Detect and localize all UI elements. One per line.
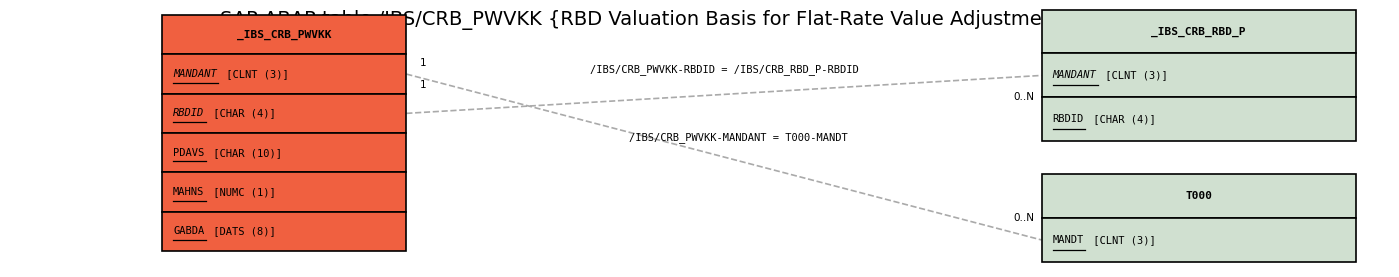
Text: MANDT: MANDT <box>1052 235 1084 245</box>
Bar <box>162 54 406 94</box>
Text: [CLNT (3)]: [CLNT (3)] <box>1087 235 1156 245</box>
Text: 0..N: 0..N <box>1014 213 1035 223</box>
Text: [CHAR (4)]: [CHAR (4)] <box>207 108 276 118</box>
Bar <box>1042 53 1356 98</box>
Text: RBDID: RBDID <box>1052 114 1084 124</box>
Text: [DATS (8)]: [DATS (8)] <box>207 226 276 236</box>
Text: 0..N: 0..N <box>1014 92 1035 102</box>
Text: T000: T000 <box>1185 191 1212 201</box>
Bar <box>1042 174 1356 218</box>
Text: _IBS_CRB_RBD_P: _IBS_CRB_RBD_P <box>1151 26 1247 37</box>
Text: /IBS/CRB_PWVKK-MANDANT = T000-MANDT: /IBS/CRB_PWVKK-MANDANT = T000-MANDT <box>628 132 848 143</box>
Text: MANDANT: MANDANT <box>173 69 217 79</box>
Bar <box>1042 10 1356 53</box>
Text: 1: 1 <box>420 58 427 68</box>
Text: RBDID: RBDID <box>173 108 204 118</box>
Bar <box>162 172 406 212</box>
Text: MANDANT: MANDANT <box>1052 70 1097 80</box>
Text: SAP ABAP table /IBS/CRB_PWVKK {RBD Valuation Basis for Flat-Rate Value Adjustmen: SAP ABAP table /IBS/CRB_PWVKK {RBD Valua… <box>220 10 1179 30</box>
Bar <box>162 133 406 172</box>
Bar <box>162 15 406 54</box>
Bar <box>1042 218 1356 262</box>
Text: [NUMC (1)]: [NUMC (1)] <box>207 187 276 197</box>
Bar <box>1042 98 1356 141</box>
Text: /IBS/CRB_PWVKK-RBDID = /IBS/CRB_RBD_P-RBDID: /IBS/CRB_PWVKK-RBDID = /IBS/CRB_RBD_P-RB… <box>589 64 859 75</box>
Text: 1: 1 <box>420 80 427 90</box>
Bar <box>162 94 406 133</box>
Text: [CLNT (3)]: [CLNT (3)] <box>1100 70 1168 80</box>
Text: [CHAR (4)]: [CHAR (4)] <box>1087 114 1156 124</box>
Text: _IBS_CRB_PWVKK: _IBS_CRB_PWVKK <box>236 30 332 40</box>
Text: PDAVS: PDAVS <box>173 148 204 158</box>
Text: MAHNS: MAHNS <box>173 187 204 197</box>
Bar <box>162 212 406 251</box>
Text: [CLNT (3)]: [CLNT (3)] <box>220 69 288 79</box>
Text: GABDA: GABDA <box>173 226 204 236</box>
Text: [CHAR (10)]: [CHAR (10)] <box>207 148 283 158</box>
